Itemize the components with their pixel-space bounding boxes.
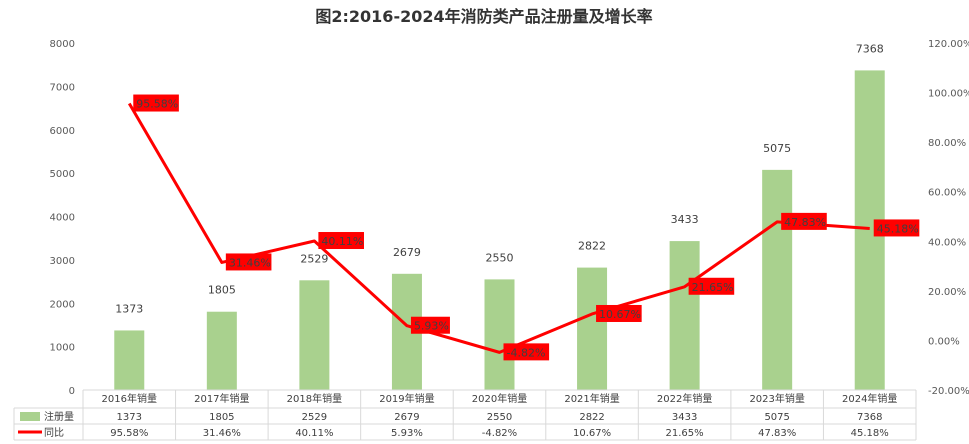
y-left-tick-label: 4000 [50,213,75,224]
y-right-tick-label: 60.00% [928,188,966,199]
line-label-box [503,343,550,361]
y-right-tick-label: 120.00% [928,39,969,50]
line-value-label: 10.67% [599,308,641,321]
table-cell: 2550 [487,412,512,423]
table-cell: 2679 [394,412,419,423]
line-label-box [318,232,364,250]
y-left-tick-label: 3000 [50,256,75,267]
data-table: 2016年销量 2017年销量 2018年销量 2019年销量 2020年销量 2021年… [13,389,917,441]
bar-3 [299,280,330,390]
bar-5 [484,279,515,390]
table-cell: 1373 [117,412,142,423]
line-value-label: 45.18% [877,222,919,235]
x-category-label: 2016年销量 [102,392,157,405]
y-right-tick-label: 80.00% [928,138,966,149]
bar-1 [114,330,145,390]
y-right-tick-label: 40.00% [928,237,966,248]
y-left-tick-label: 0 [69,386,75,397]
line-label-box [596,304,642,322]
line-value-label: -4.82% [507,346,546,359]
table-cell: 95.58% [110,428,148,439]
y-left-tick-label: 7000 [50,82,75,93]
bars-group: 1373 1805 2529 2679 2550 2822 3433 5075 7368 [114,42,885,391]
y-left-tick-label: 5000 [50,169,75,180]
x-category-label: 2021年销量 [564,392,619,405]
chart-title: 图2:2016-2024年消防类产品注册量及增长率 [315,7,652,26]
table-cell: 21.65% [666,428,704,439]
line-value-label: 5.93% [414,320,449,333]
table-cell: 10.67% [573,428,611,439]
y-left-tick-label: 6000 [50,126,75,137]
x-category-label: 2018年销量 [287,392,342,405]
line-label-box [781,212,827,230]
table-cell: 31.46% [203,428,241,439]
bar-7 [669,241,700,390]
table-cell: 7368 [857,412,882,423]
bar-6 [577,267,608,390]
table-cell: 47.83% [758,428,796,439]
x-category-label: 2022年销量 [657,392,712,405]
bar-value-label: 5075 [763,142,791,155]
bar-value-label: 7368 [856,42,884,55]
bar-value-label: 3433 [671,213,699,226]
line-label-box [410,316,450,334]
y-right-tick-label: 0.00% [928,336,960,347]
table-cell: 40.11% [295,428,333,439]
table-cell: 2529 [302,412,327,423]
table-cell: 2822 [579,412,604,423]
line-value-label: 21.65% [692,281,734,294]
bar-value-label: 1805 [208,284,236,297]
table-cell: -4.82% [482,428,517,439]
bar-value-label: 2679 [393,246,421,259]
legend-label-line: 同比 [44,427,64,439]
bar-value-label: 1373 [115,302,143,315]
x-category-label: 2023年销量 [749,392,804,405]
line-value-label: 95.58% [136,98,178,111]
bar-8 [762,169,793,390]
line-value-label: 40.11% [321,235,363,248]
table-cell: 3433 [672,412,697,423]
legend-swatch-bar [20,412,40,421]
line-label-box [873,219,920,237]
line-group: 95.58% 31.46% 40.11% 5.93% -4.82% 10.67% 21.65… [127,94,920,361]
axes-group: 0 1000 2000 3000 4000 5000 6000 7000 8000 -20.00%… [50,39,969,397]
line-value-label: 47.83% [784,216,826,229]
x-category-label: 2019年销量 [379,392,434,405]
y-right-tick-label: 100.00% [928,89,969,100]
table-cell: 5075 [764,412,789,423]
bar-value-label: 2550 [486,251,514,264]
line-value-label: 31.46% [229,256,271,269]
bar-value-label: 2529 [300,252,328,265]
y-right-tick-label: -20.00% [928,386,969,397]
bar-value-label: 2822 [578,240,606,253]
x-category-label: 2020年销量 [472,392,527,405]
x-category-label: 2017年销量 [194,392,249,405]
y-left-tick-label: 2000 [50,299,75,310]
legend-label-bar: 注册量 [44,410,74,423]
y-right-tick-label: 20.00% [928,287,966,298]
line-label-box [225,253,272,271]
table-cell: 1805 [209,412,234,423]
y-left-tick-label: 8000 [50,39,75,50]
line-label-box [133,94,179,112]
bar-2 [206,311,237,390]
x-category-label: 2024年销量 [842,392,897,405]
table-cell: 45.18% [851,428,889,439]
line-label-box [688,277,735,295]
table-cell: 5.93% [391,428,423,439]
y-left-tick-label: 1000 [50,343,75,354]
